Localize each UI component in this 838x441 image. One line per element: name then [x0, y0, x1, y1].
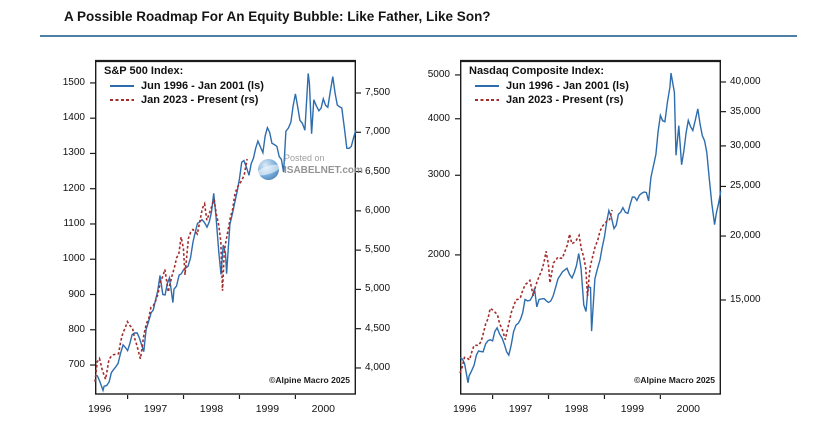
- nasdaq-plot-area: [455, 59, 726, 399]
- legend-entry-2023: Jan 2023 - Present (rs): [104, 93, 264, 107]
- copyright-note: ©Alpine Macro 2025: [269, 375, 350, 385]
- left-axis-tick-label: 1200: [62, 182, 85, 194]
- dashed-line-sample-icon: [110, 99, 134, 101]
- plot-frame: [459, 60, 722, 395]
- legend-label-2023: Jan 2023 - Present (rs): [141, 94, 259, 106]
- x-tick-label: 1999: [255, 403, 280, 415]
- right-axis-tick-label: 6,000: [365, 204, 391, 216]
- sp500-legend: S&P 500 Index: Jun 1996 - Jan 2001 (ls) …: [104, 64, 264, 107]
- left-axis-tick-label: 900: [68, 288, 85, 300]
- plot-frame: [94, 60, 357, 395]
- right-axis-tick-label: 15,000: [730, 293, 761, 305]
- solid-line-sample-icon: [475, 85, 499, 87]
- x-tick-label: 2000: [676, 403, 700, 415]
- x-tick-label: 1997: [143, 403, 168, 415]
- right-axis-tick-label: 5,000: [365, 283, 391, 295]
- x-tick-label: 1998: [199, 403, 224, 415]
- dashed-line-sample-icon: [475, 99, 499, 101]
- left-axis-tick-label: 1500: [62, 76, 85, 88]
- x-tick-label: 1996: [87, 403, 112, 415]
- legend-entry-1996: Jun 1996 - Jan 2001 (ls): [104, 79, 264, 93]
- left-axis-tick-label: 800: [68, 323, 85, 335]
- watermark-line2: ISABELNET.com: [284, 165, 363, 176]
- right-axis-tick-label: 30,000: [730, 139, 761, 151]
- nasdaq-panel: Nasdaq Composite Index: Jun 1996 - Jan 2…: [455, 59, 726, 399]
- legend-entry-1996: Jun 1996 - Jan 2001 (ls): [469, 79, 629, 93]
- left-axis-tick-label: 1400: [62, 112, 85, 124]
- right-axis-tick-label: 40,000: [730, 75, 761, 87]
- isabelnet-globe-icon: [258, 159, 279, 180]
- series-line-2023-present: [459, 209, 613, 374]
- left-axis-tick-label: 2000: [427, 248, 450, 260]
- nasdaq-legend-title: Nasdaq Composite Index:: [469, 65, 605, 77]
- right-axis-tick-label: 20,000: [730, 230, 761, 242]
- x-tick-label: 2000: [311, 403, 335, 415]
- left-axis-tick-label: 4000: [427, 112, 450, 124]
- left-axis-tick-label: 1300: [62, 147, 85, 159]
- page-title: A Possible Roadmap For An Equity Bubble:…: [64, 9, 491, 24]
- right-axis-tick-label: 35,000: [730, 105, 761, 117]
- legend-label-1996: Jun 1996 - Jan 2001 (ls): [141, 80, 264, 92]
- left-axis-tick-label: 1100: [63, 217, 85, 229]
- series-line-1996-2001: [459, 72, 722, 383]
- title-underline: [40, 35, 797, 37]
- legend-label-1996: Jun 1996 - Jan 2001 (ls): [506, 80, 629, 92]
- sp500-panel: S&P 500 Index: Jun 1996 - Jan 2001 (ls) …: [90, 59, 361, 399]
- watermark-line1: Posted on: [284, 153, 325, 163]
- left-axis-tick-label: 3000: [427, 169, 450, 181]
- right-axis-tick-label: 5,500: [365, 244, 391, 256]
- series-line-1996-2001: [95, 73, 357, 393]
- right-axis-tick-label: 6,500: [365, 165, 391, 177]
- right-axis-tick-label: 7,000: [365, 126, 391, 138]
- right-axis-tick-label: 7,500: [365, 86, 391, 98]
- x-tick-label: 1999: [620, 403, 645, 415]
- x-tick-label: 1997: [508, 403, 533, 415]
- nasdaq-legend: Nasdaq Composite Index: Jun 1996 - Jan 2…: [469, 64, 629, 107]
- sp500-plot-area: [90, 59, 361, 399]
- solid-line-sample-icon: [110, 85, 134, 87]
- legend-entry-2023: Jan 2023 - Present (rs): [469, 93, 629, 107]
- x-tick-label: 1998: [564, 403, 589, 415]
- x-tick-label: 1996: [452, 403, 477, 415]
- left-axis-tick-label: 700: [68, 359, 85, 371]
- left-axis-tick-label: 5000: [427, 68, 450, 80]
- right-axis-tick-label: 4,000: [365, 361, 391, 373]
- series-line-2023-present: [94, 158, 248, 383]
- left-axis-tick-label: 1000: [62, 253, 85, 265]
- isabelnet-watermark: Posted on ISABELNET.com: [258, 150, 363, 180]
- right-axis-tick-label: 4,500: [365, 322, 391, 334]
- legend-label-2023: Jan 2023 - Present (rs): [506, 94, 624, 106]
- sp500-legend-title: S&P 500 Index:: [104, 65, 184, 77]
- right-axis-tick-label: 25,000: [730, 180, 761, 192]
- copyright-note: ©Alpine Macro 2025: [634, 375, 715, 385]
